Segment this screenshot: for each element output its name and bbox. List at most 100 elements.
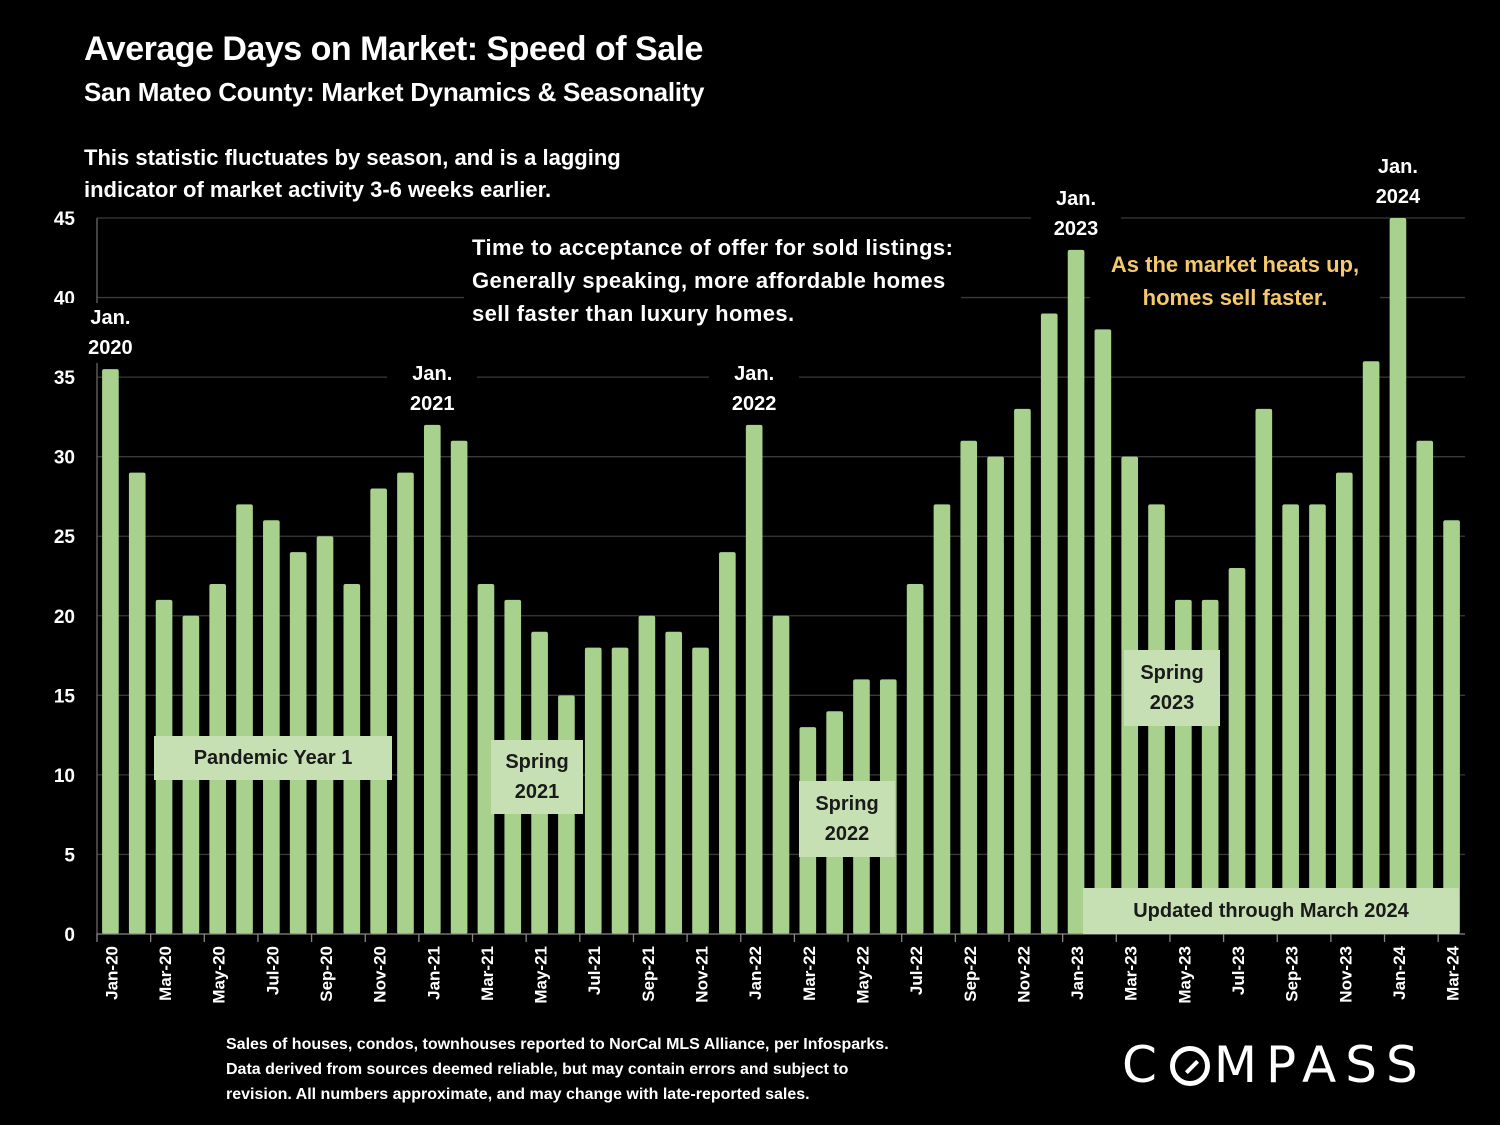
y-tick-label: 5 — [64, 845, 75, 866]
logo-text-end: MPASS — [1213, 1036, 1427, 1094]
y-tick-label: 45 — [54, 209, 76, 230]
bar-jan-24 — [1389, 218, 1407, 934]
bar-sep-23 — [1282, 504, 1299, 934]
bar-dec-20 — [397, 472, 414, 934]
bar-jul-23 — [1228, 568, 1246, 934]
x-tick-label: Mar-22 — [800, 946, 819, 1001]
bar-jan-21 — [423, 424, 441, 934]
annotation-line1: Jan. — [734, 362, 775, 385]
x-axis: Jan-20 Mar-20 May-20 Jul-20 Sep-20 Nov-20 Jan-… — [96, 933, 1465, 1004]
bar-jan-20 — [102, 369, 119, 935]
x-tick-label: Sep-23 — [1283, 946, 1302, 1002]
bar-nov-20 — [370, 488, 387, 934]
x-tick-label: Nov-21 — [693, 946, 712, 1003]
x-tick-label: Jan-24 — [1390, 945, 1409, 999]
period-label-line2: 2023 — [1149, 692, 1195, 714]
bar-dec-21 — [719, 552, 736, 934]
annotation-line2: 2022 — [731, 392, 777, 415]
period-label-updated: Updated through March 2024 — [1083, 888, 1459, 934]
market-heats-line2: homes sell faster. — [1142, 285, 1328, 310]
footnote-line1: Sales of houses, condos, townhouses repo… — [226, 1036, 889, 1053]
footnote-line3: revision. All numbers approximate, and m… — [226, 1086, 810, 1103]
year-annotation-2020: Jan. 2020 — [65, 303, 156, 364]
bar-feb-24 — [1416, 440, 1434, 934]
bar-sep-20 — [316, 536, 334, 934]
x-tick-label: Jan-22 — [746, 946, 765, 1000]
bar-aug-21 — [611, 647, 629, 934]
annotation-line1: Jan. — [1056, 187, 1097, 210]
x-tick-label: Sep-22 — [961, 946, 980, 1002]
bar-jan-23 — [1067, 249, 1085, 935]
annotation-line2: 2020 — [88, 337, 133, 360]
bar-mar-21 — [477, 583, 495, 934]
y-tick-label: 0 — [64, 925, 75, 946]
bar-oct-23 — [1309, 504, 1326, 934]
source-footnote: Sales of houses, condos, townhouses repo… — [226, 1032, 971, 1107]
annotation-line2: 2024 — [1375, 186, 1421, 208]
bar-oct-22 — [987, 456, 1004, 934]
bar-feb-21 — [450, 440, 468, 934]
bar-jan-22 — [745, 424, 763, 934]
x-tick-label: May-23 — [1175, 946, 1194, 1004]
period-label-line1: Spring — [1140, 662, 1204, 684]
x-tick-label: Nov-22 — [1014, 946, 1033, 1003]
period-label-spring-2021: Spring 2021 — [491, 740, 583, 814]
year-annotation-2022: Jan. 2022 — [709, 358, 800, 419]
x-tick-label: Jul-23 — [1229, 946, 1248, 995]
bar-aug-22 — [933, 504, 951, 934]
bar-sep-22 — [960, 440, 978, 934]
x-tick-label: Jan-23 — [1068, 946, 1087, 1000]
bars — [102, 218, 1460, 935]
logo-text-start: C — [1122, 1036, 1166, 1094]
year-annotation-2023: Jan. 2023 — [1031, 183, 1122, 244]
y-tick-label: 15 — [54, 686, 76, 707]
period-label-spring-2022: Spring 2022 — [799, 781, 895, 857]
x-tick-label: Sep-21 — [639, 946, 658, 1002]
annotation-line1: Jan. — [1377, 156, 1418, 178]
year-annotation-2021: Jan. 2021 — [387, 358, 478, 419]
offer-acceptance-note: Time to acceptance of offer for sold lis… — [464, 229, 962, 332]
bar-feb-23 — [1094, 329, 1112, 934]
bar-jun-21 — [558, 695, 575, 934]
x-tick-label: May-21 — [532, 946, 551, 1004]
annotation-line1: Jan. — [90, 307, 131, 330]
offer-note-line3: sell faster than luxury homes. — [472, 301, 795, 326]
bar-feb-22 — [772, 615, 790, 934]
bar-sep-21 — [638, 615, 656, 934]
x-tick-label: Jan-21 — [424, 946, 443, 1000]
annotation-line2: 2021 — [410, 392, 455, 415]
period-label-line2: 2022 — [824, 823, 870, 845]
bar-dec-23 — [1362, 361, 1380, 934]
x-tick-label: Mar-21 — [478, 946, 497, 1001]
y-tick-label: 25 — [54, 527, 76, 548]
bar-jun-20 — [236, 504, 253, 934]
bar-nov-22 — [1014, 408, 1031, 934]
offer-note-line1: Time to acceptance of offer for sold lis… — [472, 235, 954, 260]
period-label-line2: 2021 — [514, 781, 560, 803]
bar-aug-23 — [1255, 408, 1273, 934]
compass-logo: C MPASS — [1122, 1036, 1427, 1094]
x-tick-label: Nov-20 — [371, 946, 390, 1003]
bar-jul-20 — [263, 520, 280, 934]
y-tick-label: 35 — [54, 368, 76, 389]
period-label-spring-2023: Spring 2023 — [1124, 650, 1220, 726]
footnote-line2: Data derived from sources deemed reliabl… — [226, 1061, 849, 1078]
chart-title: Average Days on Market: Speed of Sale — [84, 30, 703, 68]
x-tick-label: Jan-20 — [102, 946, 121, 1000]
x-tick-label: Mar-23 — [1122, 946, 1141, 1001]
period-label-line1: Spring — [815, 793, 879, 815]
x-tick-label: Mar-20 — [156, 946, 175, 1001]
seasonality-note-line1: This statistic fluctuates by season, and… — [84, 145, 621, 170]
offer-note-line2: Generally speaking, more affordable home… — [472, 268, 946, 293]
x-tick-label: Jul-22 — [907, 946, 926, 995]
x-tick-label: Jul-20 — [263, 946, 282, 995]
bar-jul-21 — [584, 647, 602, 934]
period-label-line1: Spring — [505, 751, 569, 773]
bar-dec-22 — [1040, 313, 1058, 934]
x-tick-label: May-22 — [853, 946, 872, 1004]
bar-mar-24 — [1443, 520, 1460, 934]
y-tick-label: 20 — [54, 607, 75, 628]
period-label-text: Updated through March 2024 — [1133, 900, 1409, 922]
x-tick-label: Nov-23 — [1336, 946, 1355, 1003]
